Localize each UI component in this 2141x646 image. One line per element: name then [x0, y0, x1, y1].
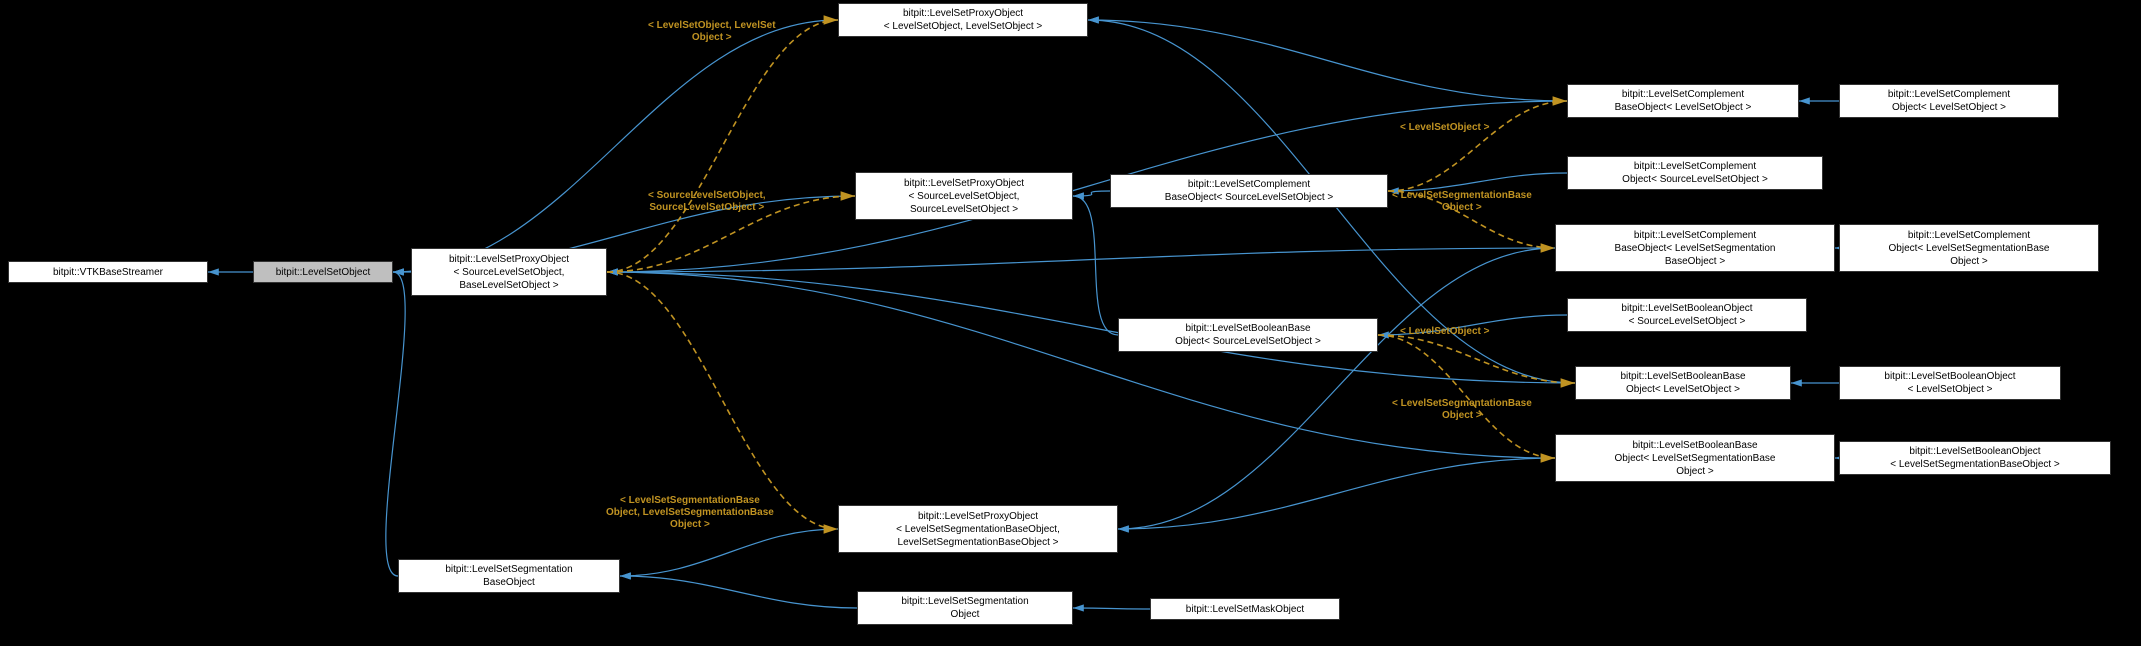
- node-label: BaseObject< LevelSetSegmentation: [1562, 242, 1828, 255]
- node-n_comp_obj_lso[interactable]: bitpit::LevelSetComplementObject< LevelS…: [1839, 84, 2059, 118]
- node-label: bitpit::LevelSetSegmentation: [864, 595, 1066, 608]
- node-n_lso[interactable]: bitpit::LevelSetObject: [253, 261, 393, 283]
- node-label: Object: [864, 608, 1066, 621]
- inherit-edge: [1073, 191, 1110, 196]
- node-n_proxy_gen[interactable]: bitpit::LevelSetProxyObject< SourceLevel…: [411, 248, 607, 296]
- node-label: BaseObject: [405, 576, 613, 589]
- node-label: bitpit::LevelSetProxyObject: [418, 253, 600, 266]
- edge-label-el_segbase2: < LevelSetSegmentationBaseObject >: [1392, 398, 1532, 422]
- node-n_proxy_src[interactable]: bitpit::LevelSetProxyObject< SourceLevel…: [855, 172, 1073, 220]
- inherit-edge: [1088, 20, 1567, 101]
- template-edge: [1378, 335, 1575, 383]
- node-label: BaseObject< LevelSetObject >: [1574, 101, 1792, 114]
- node-label: bitpit::LevelSetBooleanObject: [1846, 370, 2054, 383]
- node-label: bitpit::LevelSetBooleanBase: [1582, 370, 1784, 383]
- edge-label-el_seg_seg: < LevelSetSegmentationBaseObject, LevelS…: [606, 495, 774, 531]
- edge-label-el_lso1: < LevelSetObject >: [1400, 122, 1490, 134]
- edge-label-el_lso2: < LevelSetObject >: [1400, 326, 1490, 338]
- node-n_bool_obj_lso[interactable]: bitpit::LevelSetBooleanObject< LevelSetO…: [1839, 366, 2061, 400]
- node-label: BaseObject< SourceLevelSetObject >: [1117, 191, 1381, 204]
- node-n_bool_obj_src[interactable]: bitpit::LevelSetBooleanObject< SourceLev…: [1567, 298, 1807, 332]
- node-label: Object< SourceLevelSetObject >: [1125, 335, 1371, 348]
- node-n_comp_base_lso[interactable]: bitpit::LevelSetComplementBaseObject< Le…: [1567, 84, 1799, 118]
- template-edge: [1378, 335, 1555, 458]
- node-label: bitpit::LevelSetBooleanBase: [1562, 439, 1828, 452]
- inherit-edge: [607, 248, 1555, 272]
- node-n_comp_base_src[interactable]: bitpit::LevelSetComplementBaseObject< So…: [1110, 174, 1388, 208]
- node-n_bool_base_seg[interactable]: bitpit::LevelSetBooleanBaseObject< Level…: [1555, 434, 1835, 482]
- node-label: < LevelSetObject, LevelSetObject >: [845, 20, 1081, 33]
- inherit-edge: [607, 272, 1555, 458]
- node-n_comp_base_seg[interactable]: bitpit::LevelSetComplementBaseObject< Le…: [1555, 224, 1835, 272]
- node-label: bitpit::LevelSetBooleanObject: [1574, 302, 1800, 315]
- node-label: BaseLevelSetObject >: [418, 279, 600, 292]
- node-label: bitpit::LevelSetProxyObject: [862, 177, 1066, 190]
- inherit-edge: [1073, 608, 1150, 609]
- node-label: bitpit::LevelSetComplement: [1117, 178, 1381, 191]
- node-n_mask[interactable]: bitpit::LevelSetMaskObject: [1150, 598, 1340, 620]
- node-n_proxy_lso[interactable]: bitpit::LevelSetProxyObject< LevelSetObj…: [838, 3, 1088, 37]
- node-n_bool_base_src[interactable]: bitpit::LevelSetBooleanBaseObject< Sourc…: [1118, 318, 1378, 352]
- node-label: bitpit::LevelSetProxyObject: [845, 7, 1081, 20]
- edge-label-el_src_src: < SourceLevelSetObject,SourceLevelSetObj…: [648, 190, 766, 214]
- node-label: LevelSetSegmentationBaseObject >: [845, 536, 1111, 549]
- node-label: < SourceLevelSetObject,: [418, 266, 600, 279]
- template-edge: [607, 20, 838, 272]
- inherit-edge: [1073, 196, 1118, 335]
- edge-label-el_lso_lso: < LevelSetObject, LevelSetObject >: [648, 20, 776, 44]
- node-label: Object< SourceLevelSetObject >: [1574, 173, 1816, 186]
- inherit-edge: [620, 576, 857, 608]
- node-label: bitpit::LevelSetSegmentation: [405, 563, 613, 576]
- node-label: bitpit::LevelSetComplement: [1846, 88, 2052, 101]
- node-label: Object< LevelSetSegmentationBase: [1846, 242, 2092, 255]
- node-label: bitpit::LevelSetBooleanBase: [1125, 322, 1371, 335]
- node-label: < LevelSetSegmentationBaseObject >: [1846, 458, 2104, 471]
- node-label: bitpit::LevelSetBooleanObject: [1846, 445, 2104, 458]
- inherit-edge: [1118, 248, 1555, 529]
- inherit-edge: [620, 529, 838, 576]
- node-n_bool_obj_seg[interactable]: bitpit::LevelSetBooleanObject< LevelSetS…: [1839, 441, 2111, 475]
- edge-label-el_segbase1: < LevelSetSegmentationBaseObject >: [1392, 190, 1532, 214]
- diagram-canvas: bitpit::VTKBaseStreamer bitpit::LevelSetO…: [0, 0, 2141, 646]
- node-label: bitpit::LevelSetMaskObject: [1157, 603, 1333, 616]
- node-n_comp_obj_src[interactable]: bitpit::LevelSetComplementObject< Source…: [1567, 156, 1823, 190]
- node-n_segobj[interactable]: bitpit::LevelSetSegmentationObject: [857, 591, 1073, 625]
- node-label: bitpit::LevelSetComplement: [1846, 229, 2092, 242]
- node-n_bool_base_lso[interactable]: bitpit::LevelSetBooleanBaseObject< Level…: [1575, 366, 1791, 400]
- node-label: SourceLevelSetObject >: [862, 203, 1066, 216]
- node-label: bitpit::LevelSetComplement: [1574, 88, 1792, 101]
- node-label: Object< LevelSetSegmentationBase: [1562, 452, 1828, 465]
- node-label: Object >: [1846, 255, 2092, 268]
- node-label: Object >: [1562, 465, 1828, 478]
- inherit-edge: [1118, 458, 1555, 529]
- node-n_segbase[interactable]: bitpit::LevelSetSegmentationBaseObject: [398, 559, 620, 593]
- node-label: Object< LevelSetObject >: [1582, 383, 1784, 396]
- inherit-edge: [386, 272, 405, 576]
- node-n_comp_obj_seg[interactable]: bitpit::LevelSetComplementObject< LevelS…: [1839, 224, 2099, 272]
- node-label: bitpit::LevelSetProxyObject: [845, 510, 1111, 523]
- node-label: BaseObject >: [1562, 255, 1828, 268]
- node-label: bitpit::LevelSetComplement: [1574, 160, 1816, 173]
- node-label: bitpit::LevelSetComplement: [1562, 229, 1828, 242]
- node-label: < LevelSetObject >: [1846, 383, 2054, 396]
- inherit-edge: [1388, 173, 1567, 191]
- node-n_proxy_seg[interactable]: bitpit::LevelSetProxyObject< LevelSetSeg…: [838, 505, 1118, 553]
- node-label: < LevelSetSegmentationBaseObject,: [845, 523, 1111, 536]
- template-edge: [1388, 101, 1567, 191]
- node-label: < SourceLevelSetObject,: [862, 190, 1066, 203]
- node-label: Object< LevelSetObject >: [1846, 101, 2052, 114]
- node-label: bitpit::LevelSetObject: [260, 266, 386, 279]
- node-n_vtk[interactable]: bitpit::VTKBaseStreamer: [8, 261, 208, 283]
- node-label: < SourceLevelSetObject >: [1574, 315, 1800, 328]
- inherit-edge: [393, 20, 838, 272]
- template-edge: [607, 272, 838, 529]
- node-label: bitpit::VTKBaseStreamer: [15, 266, 201, 279]
